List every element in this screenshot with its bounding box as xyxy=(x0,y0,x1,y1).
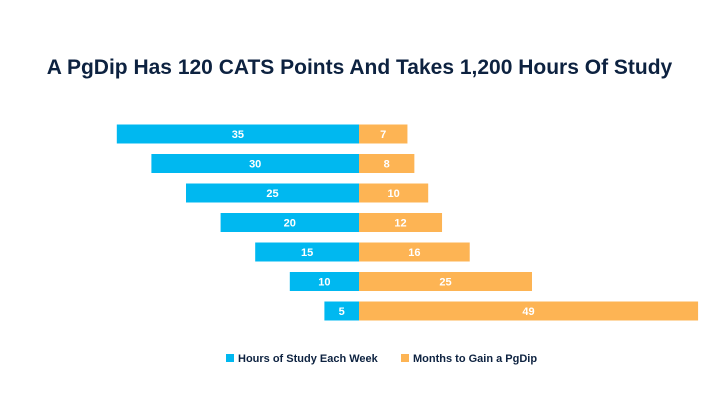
value-label: 7 xyxy=(380,129,386,141)
value-label: 15 xyxy=(301,247,313,259)
chart-title: A PgDip Has 120 CATS Points And Takes 1,… xyxy=(46,56,673,79)
value-label: 35 xyxy=(232,129,244,141)
legend-label: Hours of Study Each Week xyxy=(238,353,379,365)
bar xyxy=(359,272,532,291)
legend-label: Months to Gain a PgDip xyxy=(413,353,537,365)
bar xyxy=(289,272,359,291)
value-label: 20 xyxy=(284,217,296,229)
bar xyxy=(359,124,408,144)
bar xyxy=(116,124,359,144)
value-label: 12 xyxy=(394,217,406,229)
bar xyxy=(359,301,699,321)
bar xyxy=(186,183,359,203)
bar xyxy=(255,242,359,262)
value-label: 25 xyxy=(439,276,451,288)
bar xyxy=(359,242,470,262)
legend-swatch xyxy=(401,354,409,362)
value-label: 30 xyxy=(249,158,261,170)
bar xyxy=(359,183,429,203)
value-label: 25 xyxy=(266,188,278,200)
bar xyxy=(359,213,443,232)
value-label: 16 xyxy=(408,247,420,259)
value-label: 10 xyxy=(318,276,330,288)
value-label: 8 xyxy=(384,158,390,170)
value-label: 5 xyxy=(339,306,345,318)
bar xyxy=(220,213,359,232)
value-label: 49 xyxy=(522,306,534,318)
value-label: 10 xyxy=(387,188,399,200)
legend-swatch xyxy=(226,354,234,362)
bar xyxy=(151,154,359,173)
bar xyxy=(324,301,359,321)
bar xyxy=(359,154,415,173)
